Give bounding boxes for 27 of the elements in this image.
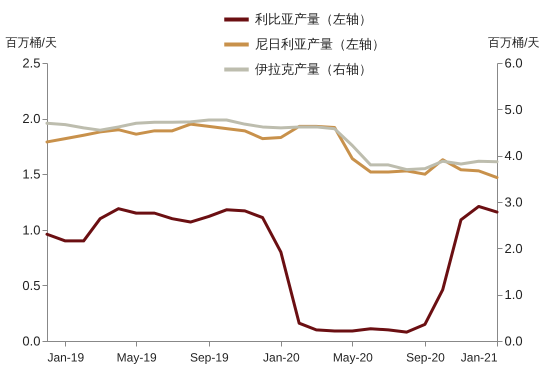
y2-axis-title: 百万桶/天	[488, 36, 540, 50]
legend-label: 伊拉克产量（右轴）	[255, 62, 372, 76]
y2-tick-label: 6.0	[504, 56, 523, 70]
x-tick-label: May-20	[332, 350, 374, 364]
y-tick-label: 0.5	[22, 278, 40, 293]
y2-tick-label: 5.0	[504, 102, 523, 117]
y2-tick-label: 2.0	[504, 240, 523, 256]
legend-label: 利比亚产量（左轴）	[255, 12, 372, 26]
y-tick-label: 1.0	[22, 222, 40, 238]
y2-tick-label: 3.0	[504, 194, 523, 210]
x-tick-label: Sep-20	[406, 350, 446, 364]
y2-tick-label: 1.0	[504, 287, 523, 302]
y-axis-title: 百万桶/天	[6, 36, 57, 50]
x-tick-label: Sep-19	[190, 350, 229, 364]
x-tick-label: Jan-19	[47, 350, 84, 364]
x-tick-label: Jan-21	[460, 350, 498, 364]
y-tick-label: 1.5	[22, 166, 40, 182]
y-tick-label: 0.0	[22, 334, 40, 348]
line-series	[46, 204, 498, 334]
legend-label: 尼日利亚产量（左轴）	[255, 36, 385, 52]
y2-tick-label: 4.0	[504, 148, 523, 164]
x-tick-label: Jan-20	[263, 350, 300, 364]
y2-tick-label: 0.0	[504, 334, 523, 348]
line-series	[46, 118, 498, 172]
y-tick-label: 2.5	[22, 56, 40, 70]
x-tick-label: May-19	[116, 350, 158, 364]
y-tick-label: 2.0	[22, 111, 40, 126]
